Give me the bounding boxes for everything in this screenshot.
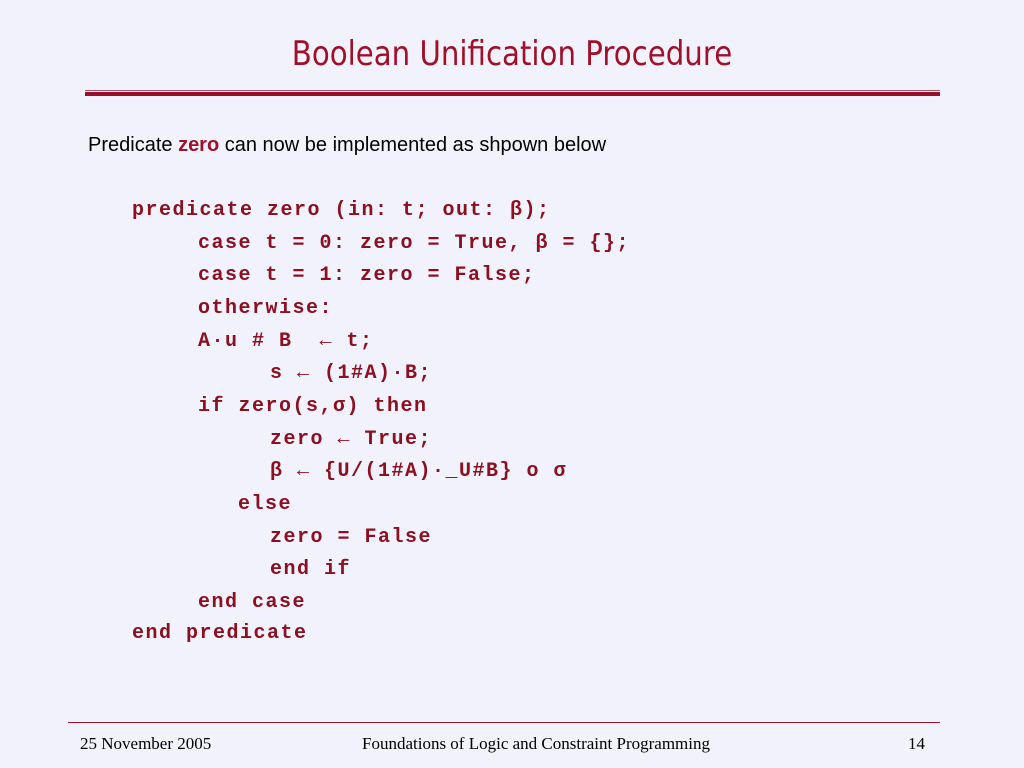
intro-text: Predicate zero can now be implemented as… (88, 134, 606, 157)
intro-before: Predicate (88, 134, 179, 156)
footer-date: 25 November 2005 (80, 734, 212, 753)
code-line: predicate zero (in: t; out: β); (132, 199, 551, 222)
code-line: s ← (1#A)·B; (270, 362, 433, 385)
code-line: case t = 0: zero = True, β = {}; (198, 232, 631, 255)
code-line: if zero(s,σ) then (198, 395, 428, 418)
page-number: 14 (908, 734, 925, 753)
code-line: A·u # B ← t; (198, 330, 374, 353)
code-line: otherwise: (198, 297, 334, 320)
intro-keyword: zero (178, 134, 220, 156)
title-divider-thick (85, 92, 940, 96)
code-line: end if (270, 558, 352, 581)
code-line: zero ← True; (270, 428, 433, 451)
intro-after: can now be implemented as shpown below (219, 134, 607, 156)
footer-divider (68, 722, 940, 723)
footer-course: Foundations of Logic and Constraint Prog… (362, 734, 710, 753)
slide-title: Boolean Unification Procedure (291, 34, 733, 74)
code-line: else (238, 493, 293, 516)
code-line: zero = False (270, 526, 433, 549)
code-line: β ← {U/(1#A)·_U#B} o σ (270, 460, 568, 483)
code-line: case t = 1: zero = False; (198, 264, 536, 287)
code-line: end predicate (132, 622, 308, 645)
code-line: end case (198, 591, 307, 614)
title-divider-thin (85, 90, 940, 91)
